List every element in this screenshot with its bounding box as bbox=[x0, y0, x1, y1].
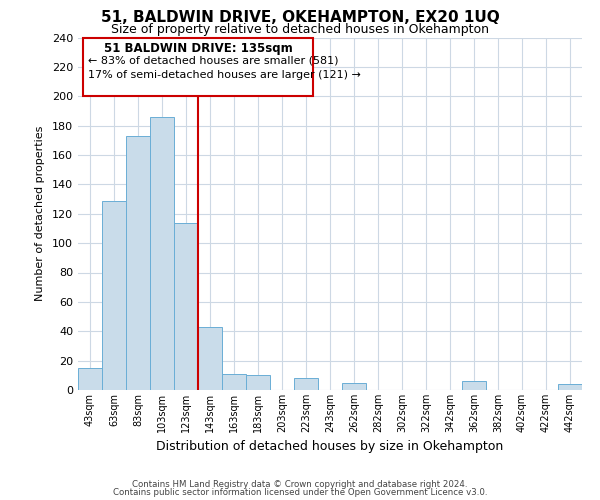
Text: 51 BALDWIN DRIVE: 135sqm: 51 BALDWIN DRIVE: 135sqm bbox=[104, 42, 292, 55]
Text: Size of property relative to detached houses in Okehampton: Size of property relative to detached ho… bbox=[111, 22, 489, 36]
Bar bbox=[342, 382, 366, 390]
Bar bbox=[102, 200, 126, 390]
X-axis label: Distribution of detached houses by size in Okehampton: Distribution of detached houses by size … bbox=[157, 440, 503, 454]
Bar bbox=[174, 222, 198, 390]
Text: Contains public sector information licensed under the Open Government Licence v3: Contains public sector information licen… bbox=[113, 488, 487, 497]
Bar bbox=[78, 368, 102, 390]
Y-axis label: Number of detached properties: Number of detached properties bbox=[35, 126, 45, 302]
Bar bbox=[198, 327, 222, 390]
Bar bbox=[150, 117, 174, 390]
Bar bbox=[558, 384, 582, 390]
Text: ← 83% of detached houses are smaller (581): ← 83% of detached houses are smaller (58… bbox=[88, 55, 338, 65]
Bar bbox=[246, 376, 270, 390]
Text: 51, BALDWIN DRIVE, OKEHAMPTON, EX20 1UQ: 51, BALDWIN DRIVE, OKEHAMPTON, EX20 1UQ bbox=[101, 10, 499, 25]
Bar bbox=[222, 374, 246, 390]
Text: 17% of semi-detached houses are larger (121) →: 17% of semi-detached houses are larger (… bbox=[88, 70, 361, 80]
Text: Contains HM Land Registry data © Crown copyright and database right 2024.: Contains HM Land Registry data © Crown c… bbox=[132, 480, 468, 489]
Bar bbox=[126, 136, 150, 390]
Bar bbox=[462, 381, 486, 390]
Bar bbox=[294, 378, 318, 390]
FancyBboxPatch shape bbox=[83, 38, 313, 96]
